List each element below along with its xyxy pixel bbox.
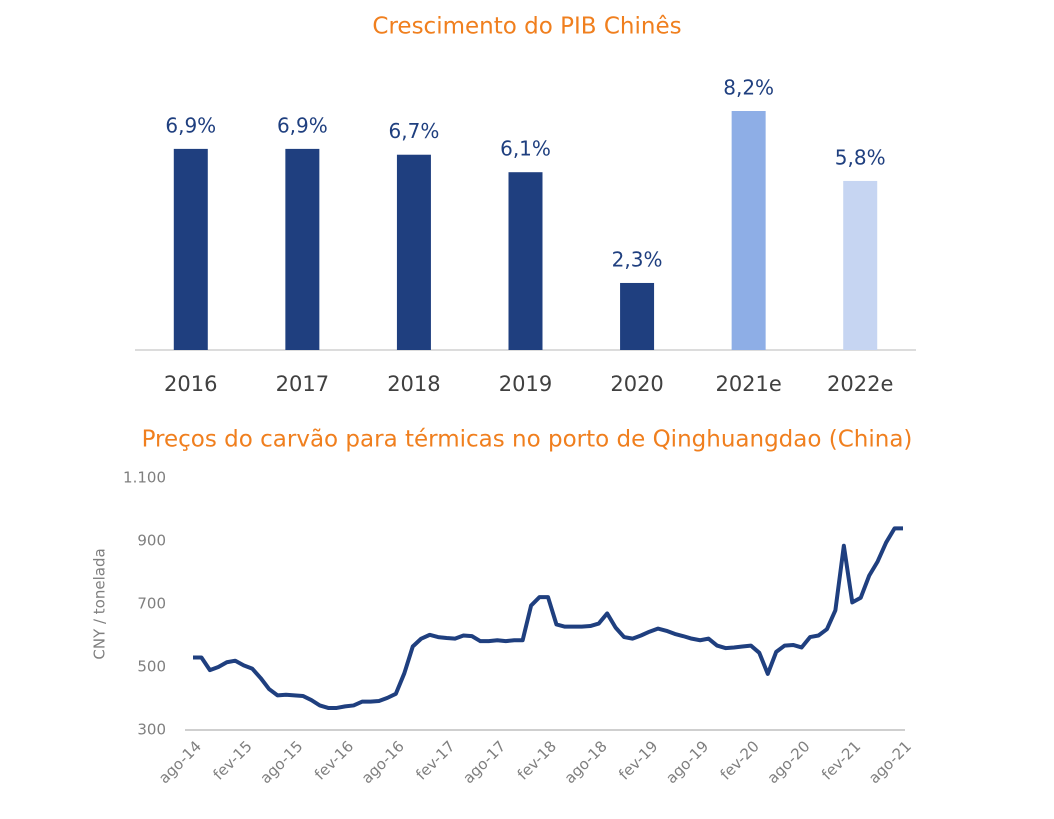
bar	[396, 154, 431, 350]
x-tick-label: 2020	[610, 372, 663, 396]
x-tick-label: ago-18	[561, 737, 611, 787]
x-tick-label: 2022e	[827, 372, 893, 396]
y-tick-label: 500	[137, 658, 166, 676]
value-label: 6,1%	[500, 137, 551, 161]
x-tick-label: 2017	[276, 372, 329, 396]
x-tick-label: ago-17	[459, 737, 509, 787]
chart-title: Preços do carvão para térmicas no porto …	[142, 427, 913, 453]
bar	[731, 111, 766, 350]
x-tick-label: 2021e	[715, 372, 781, 396]
value-label: 8,2%	[723, 76, 774, 100]
x-tick-label: fev-17	[412, 737, 458, 783]
y-tick-label: 900	[137, 532, 166, 550]
x-tick-label: 2016	[164, 372, 217, 396]
x-tick-label: ago-21	[865, 737, 915, 787]
y-tick-label: 300	[137, 721, 166, 739]
x-tick-label: ago-19	[662, 737, 712, 787]
x-tick-label: ago-15	[256, 737, 306, 787]
x-tick-label: fev-16	[311, 737, 357, 783]
y-axis-label: CNY / tonelada	[91, 548, 109, 659]
x-tick-label: fev-20	[717, 737, 763, 783]
x-tick-label: ago-14	[155, 737, 205, 787]
bar	[620, 282, 655, 350]
y-tick-label: 1.100	[123, 469, 166, 487]
bar	[843, 180, 878, 350]
x-tick-label: fev-19	[615, 737, 661, 783]
x-tick-label: fev-21	[818, 737, 864, 783]
x-tick-label: fev-18	[514, 737, 560, 783]
value-label: 6,7%	[389, 119, 440, 143]
x-tick-label: 2018	[387, 372, 440, 396]
value-label: 2,3%	[612, 247, 663, 271]
x-tick-label: fev-15	[209, 737, 255, 783]
chart-title: Crescimento do PIB Chinês	[372, 14, 681, 40]
x-tick-label: ago-16	[358, 737, 408, 787]
x-tick-label: ago-20	[764, 737, 814, 787]
bar	[173, 148, 208, 350]
line	[193, 526, 903, 710]
value-label: 5,8%	[835, 145, 886, 169]
value-label: 6,9%	[277, 113, 328, 137]
y-tick-label: 700	[137, 595, 166, 613]
bar	[285, 148, 320, 350]
x-tick-label: 2019	[499, 372, 552, 396]
value-label: 6,9%	[165, 113, 216, 137]
bar	[508, 172, 543, 350]
